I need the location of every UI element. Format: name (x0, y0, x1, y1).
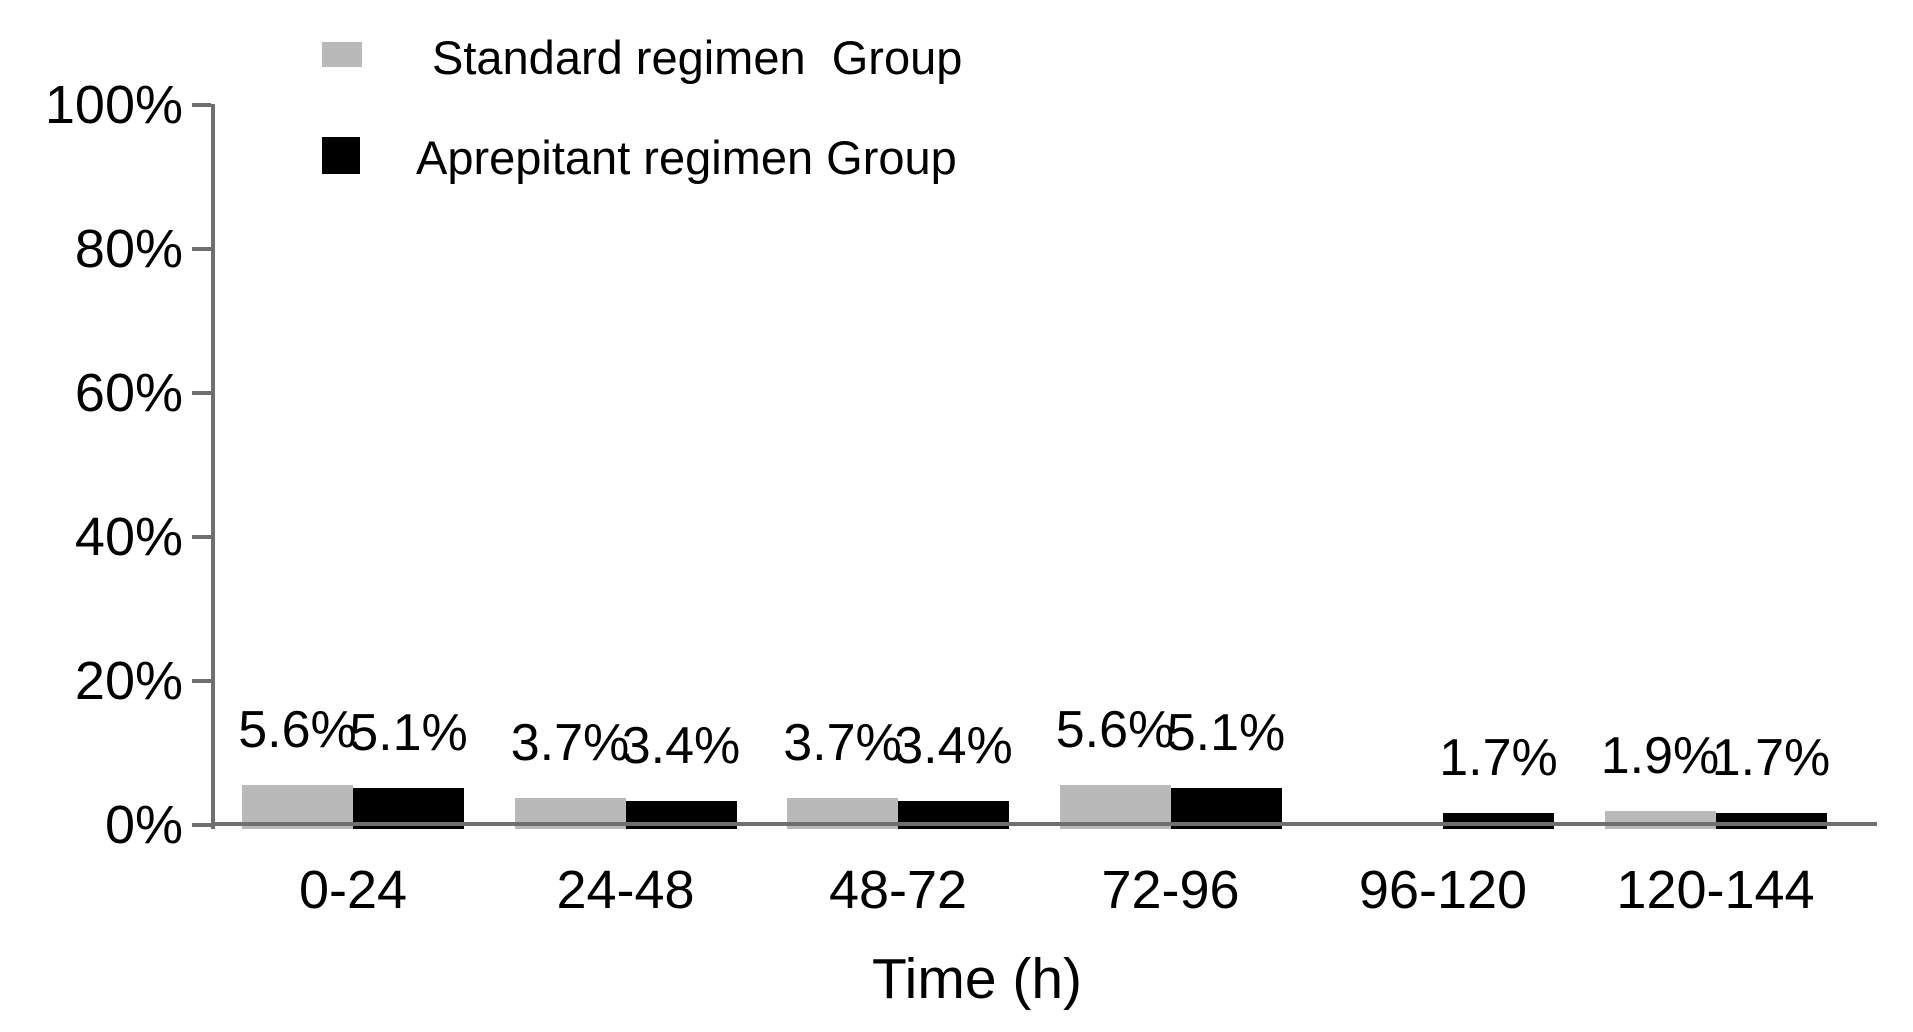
bar-value-label: 1.9% (1600, 727, 1720, 786)
x-axis-category-label: 72-96 (1101, 860, 1240, 920)
bar-value-label: 3.7% (783, 714, 902, 773)
y-axis-tick (192, 679, 211, 683)
bar-aprepitant-120-144 (1715, 812, 1827, 829)
y-axis-tick (192, 103, 211, 107)
legend-label-aprepitant-regimen: Aprepitant regimen Group (416, 131, 957, 184)
legend-swatch-standard-regimen (322, 42, 362, 67)
bar-value-label: 1.7% (1439, 728, 1558, 787)
y-axis-tick-label: 0% (104, 795, 183, 855)
legend-item-aprepitant-regimen: Aprepitant regimen Group (322, 130, 957, 186)
y-axis-tick-label: 40% (74, 507, 183, 567)
x-axis-category-label: 0-24 (298, 860, 408, 920)
bar-value-label: 5.6% (238, 700, 357, 759)
y-axis-tick-label: 60% (74, 363, 183, 423)
x-axis-category-label: 24-48 (556, 860, 695, 920)
bar-standard-0-24 (242, 784, 353, 829)
bar-value-label: 5.1% (349, 704, 468, 763)
y-axis-tick-label: 100% (44, 75, 183, 135)
y-axis-tick-label: 20% (74, 651, 183, 711)
y-axis-tick (192, 247, 211, 251)
x-axis-category-label: 96-120 (1358, 860, 1528, 920)
legend-item-standard-regimen: Standard regimen Group (322, 30, 962, 86)
bar-value-label: 3.4% (621, 716, 741, 775)
bar-value-label: 3.4% (894, 716, 1013, 775)
bar-standard-120-144 (1604, 811, 1716, 829)
y-axis-tick (192, 391, 211, 395)
y-axis-tick-label: 80% (74, 219, 183, 279)
x-axis-title: Time (h) (871, 947, 1083, 1011)
bar-value-label: 5.6% (1055, 700, 1175, 759)
bar-value-label: 3.7% (510, 714, 630, 773)
bar-value-label: 1.7% (1711, 728, 1831, 787)
legend-label-standard-regimen: Standard regimen Group (432, 31, 963, 84)
x-axis-category-label: 120-144 (1616, 860, 1815, 920)
y-axis-line (211, 104, 215, 829)
y-axis-tick (192, 535, 211, 539)
x-axis-line (211, 822, 1877, 826)
legend-swatch-aprepitant-regimen (322, 137, 360, 174)
bar-value-label: 5.1% (1166, 704, 1286, 763)
y-axis-tick (192, 823, 211, 827)
bar-aprepitant-96-120 (1443, 812, 1554, 829)
x-axis-category-label: 48-72 (828, 860, 968, 920)
bar-standard-72-96 (1059, 784, 1171, 829)
